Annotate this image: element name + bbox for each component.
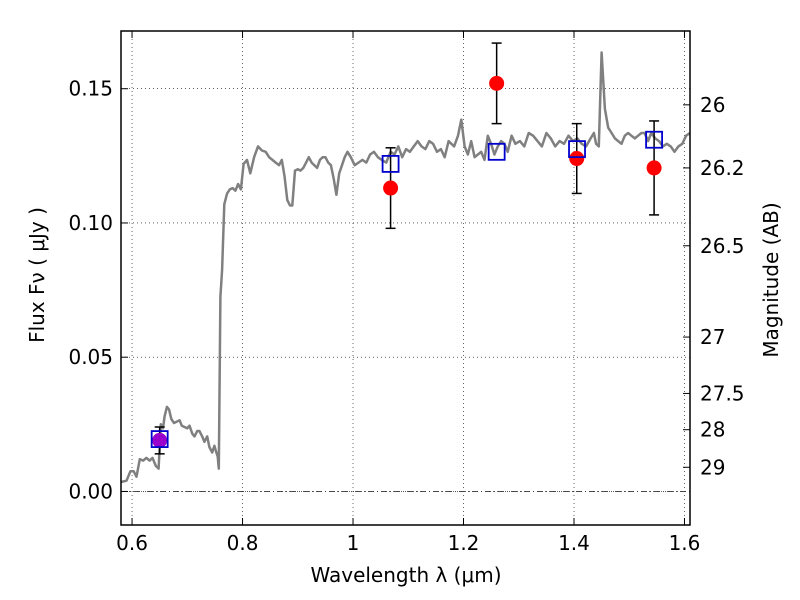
observed-point [569, 151, 585, 167]
y-tick-label: 0.10 [68, 211, 113, 235]
observed-point [489, 75, 505, 91]
y2-tick-label: 26.5 [700, 234, 745, 258]
model-photometry-point [487, 142, 506, 161]
x-tick-label: 1 [347, 531, 360, 555]
observed-point [383, 180, 399, 196]
model-spectrum-line [120, 51, 691, 484]
model-photometry-point [150, 430, 169, 448]
spectrum-layer [120, 51, 691, 484]
x-tick-label: 0.8 [227, 531, 259, 555]
y2-tick-label: 26.2 [700, 156, 745, 180]
x-tick-label: 1.6 [669, 531, 701, 555]
x-axis-label: Wavelength λ (μm) [310, 563, 501, 587]
y-axis-label: Flux Fν ( μJy ) [25, 207, 49, 343]
y2-tick-label: 29 [700, 455, 725, 479]
y-tick-label: 0.00 [68, 479, 113, 503]
observed-point [152, 432, 168, 448]
y-tick-label: 0.05 [68, 345, 113, 369]
x-tick-label: 1.2 [448, 531, 480, 555]
ticks: 0.6 0.8 1 1.2 1.4 1.6 0.00 0.05 0.10 0.15 26 26.2 26… [68, 31, 745, 555]
y2-tick-label: 27.5 [700, 381, 745, 405]
model-points [150, 130, 663, 448]
y2-tick-label: 28 [700, 418, 725, 442]
grid [121, 31, 690, 525]
model-photometry-point [381, 154, 400, 173]
model-photometry-point [568, 140, 586, 159]
x-tick-label: 0.6 [116, 531, 148, 555]
x-tick-label: 1.4 [558, 531, 590, 555]
y-tick-label: 0.15 [68, 77, 113, 101]
y2-axis-label: Magnitude (AB) [759, 202, 783, 357]
y2-tick-label: 27 [700, 325, 725, 349]
plot-frame [120, 30, 691, 526]
observed-points [152, 75, 662, 448]
y2-tick-label: 26 [700, 93, 725, 117]
model-photometry-point [645, 130, 663, 149]
observed-point [646, 160, 662, 176]
